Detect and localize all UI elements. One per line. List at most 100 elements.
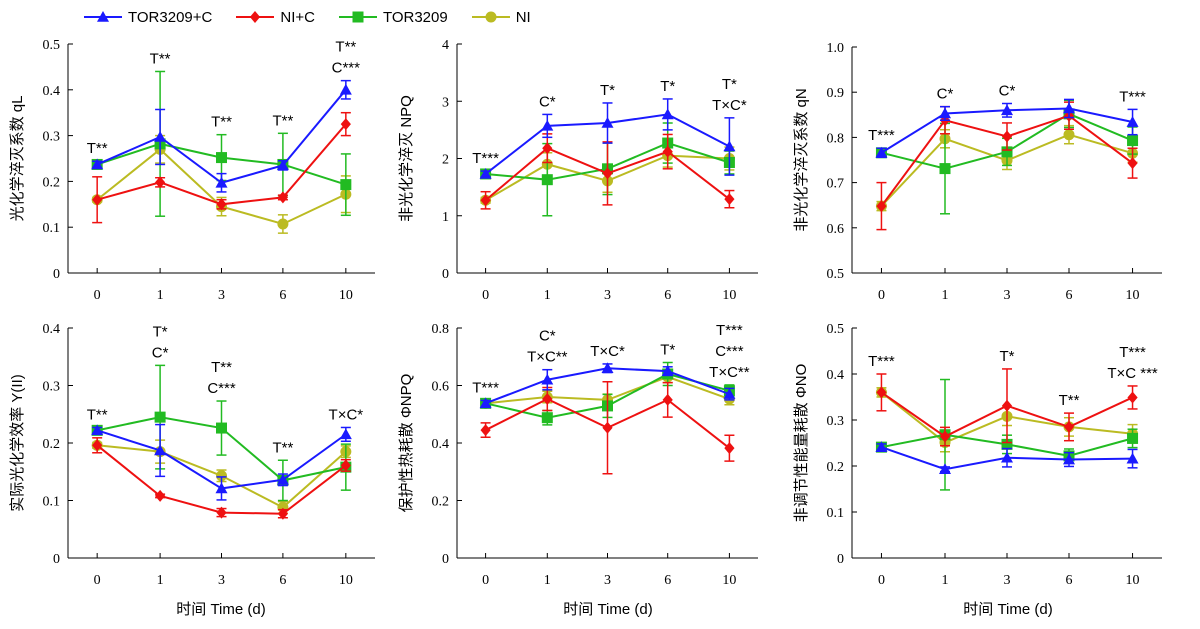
legend-item: NI+C: [236, 9, 315, 26]
series-ni-c: [876, 368, 1138, 447]
data-point-ni: [1063, 129, 1075, 141]
y-axis-label: 非调节性能量耗散 ΦNO: [793, 364, 810, 523]
series-ni-c: [92, 111, 351, 224]
x-tick-label: 10: [722, 573, 736, 588]
y-axis-label: 实际光化学效率 Y(II): [9, 374, 26, 512]
x-tick-label: 1: [157, 288, 164, 303]
y-tick-label: 0.6: [827, 222, 845, 237]
y-tick-label: 0.4: [827, 368, 845, 383]
x-tick-label: 0: [94, 573, 101, 588]
y-tick-label: 0.9: [827, 86, 845, 101]
series-tor3209-c: [91, 423, 352, 501]
y-tick-label: 0.1: [43, 495, 61, 510]
data-point-tor3209-c: [939, 463, 951, 475]
data-point-ni-c: [155, 176, 166, 189]
y-tick-label: 0.6: [432, 380, 450, 395]
y-tick-label: 0.3: [827, 414, 845, 429]
series-ni-c: [480, 133, 735, 210]
data-point-tor3209: [541, 412, 553, 424]
legend-swatch-icon: [471, 11, 510, 23]
significance-label: T***: [1119, 88, 1146, 105]
data-point-tor3209-c: [661, 365, 674, 376]
x-tick-label: 3: [604, 288, 611, 303]
x-tick-label: 10: [722, 288, 736, 303]
significance-label: T×C**: [709, 364, 750, 381]
chart-panel-2: 0 1 2 3 4 0 1 3 6 10 非光化学淬灭 NPQ T*** C* T* T* T* T×C*: [398, 38, 758, 303]
data-point-ni-c: [277, 191, 288, 204]
data-point-ni-c: [480, 194, 491, 207]
y-tick-label: 0.8: [432, 322, 450, 337]
data-point-tor3209: [541, 174, 553, 186]
x-tick-label: 3: [1004, 288, 1011, 303]
data-point-ni-c: [1127, 157, 1138, 170]
significance-label: C***: [715, 343, 744, 360]
data-point-tor3209-c: [541, 373, 554, 385]
y-tick-label: 0: [53, 267, 60, 282]
data-point-ni-c: [724, 193, 735, 206]
x-tick-label: 10: [1126, 573, 1140, 588]
y-tick-label: 0.2: [43, 175, 61, 190]
y-tick-label: 0: [53, 552, 60, 567]
x-tick-label: 0: [878, 288, 885, 303]
x-tick-label: 1: [544, 573, 551, 588]
data-point-tor3209-c: [541, 119, 554, 131]
data-point-tor3209: [340, 179, 352, 191]
data-point-tor3209: [1127, 135, 1139, 147]
significance-label: C*: [152, 344, 169, 361]
y-tick-label: 0: [837, 552, 844, 567]
significance-label: T**: [335, 39, 356, 56]
chart-panel-4: 0 0.1 0.2 0.3 0.4 0 1 3 6 10 实际光化学效率 Y(II) T** T* C* T…: [9, 322, 375, 588]
data-point-ni-c: [277, 507, 288, 520]
y-tick-label: 3: [442, 95, 449, 110]
data-point-ni-c: [602, 421, 613, 434]
y-tick-label: 1: [442, 210, 449, 225]
data-point-tor3209-c: [339, 428, 352, 440]
data-point-ni-c: [662, 145, 673, 158]
data-point-ni-c: [542, 142, 553, 155]
significance-label: C*: [937, 86, 954, 103]
data-point-tor3209: [1001, 146, 1013, 158]
significance-label: T**: [211, 359, 232, 376]
x-axis-label-right: 时间 Time (d): [963, 601, 1053, 618]
data-point-tor3209-c: [215, 482, 228, 494]
data-point-ni-c: [92, 439, 103, 452]
significance-label: T**: [272, 439, 293, 456]
significance-label: C*: [999, 83, 1016, 100]
legend-item: TOR3209: [338, 9, 448, 26]
x-tick-label: 6: [279, 288, 286, 303]
data-point-tor3209: [1127, 432, 1139, 444]
x-tick-label: 6: [1066, 288, 1073, 303]
x-tick-label: 0: [878, 573, 885, 588]
data-point-tor3209-c: [479, 397, 492, 409]
y-axis-label: 光化学淬灭系数 qL: [9, 96, 26, 222]
x-tick-label: 6: [664, 573, 671, 588]
significance-label: C***: [332, 60, 361, 77]
significance-label: C*: [539, 93, 556, 110]
significance-label: T×C*: [712, 97, 747, 114]
x-tick-label: 0: [482, 573, 489, 588]
series-tor3209-c: [875, 441, 1139, 475]
series-tor3209: [91, 70, 352, 217]
x-tick-label: 6: [1066, 573, 1073, 588]
y-tick-label: 2: [442, 153, 449, 168]
significance-label: T*: [660, 78, 675, 95]
y-axis-label: 非光化学淬灭 NPQ: [398, 95, 415, 222]
data-point-ni-c: [216, 198, 227, 211]
data-point-ni-c: [876, 200, 887, 213]
x-tick-label: 1: [942, 288, 949, 303]
significance-label: T×C*: [590, 343, 625, 360]
data-point-ni-c: [1001, 399, 1013, 412]
data-point-tor3209-c: [339, 83, 352, 95]
chart-panel-6: 0 0.1 0.2 0.3 0.4 0.5 0 1 3 6 10 非调节性能量耗散 ΦNO T*** T*…: [793, 322, 1162, 588]
series-ni-c: [92, 437, 351, 520]
legend-item: TOR3209+C: [84, 9, 212, 26]
legend-label: TOR3209+C: [128, 8, 213, 26]
data-point-tor3209-c: [91, 424, 104, 436]
data-point-ni-c: [662, 393, 673, 406]
significance-label: T*: [722, 76, 737, 93]
data-point-ni-c: [340, 118, 351, 131]
legend-label: NI: [515, 8, 531, 26]
chart-panel-1: 0 0.1 0.2 0.3 0.4 0.5 0 1 3 6 10 光化学淬灭系数 qL T** T** T*…: [9, 38, 375, 303]
x-tick-label: 3: [218, 573, 225, 588]
